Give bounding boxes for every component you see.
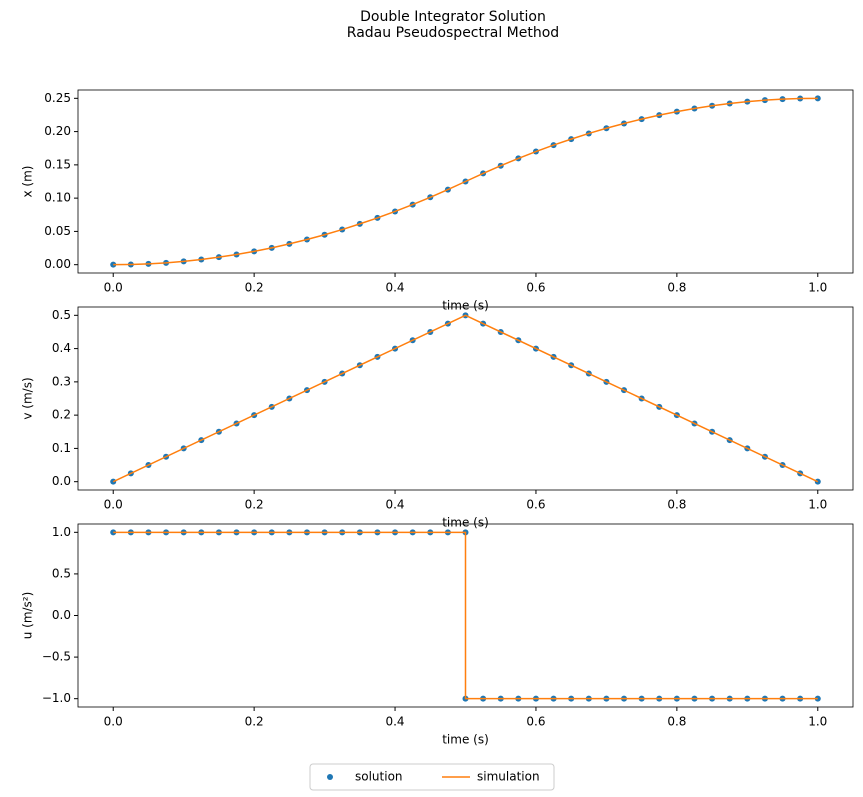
x-tick-label: 0.0 (104, 715, 123, 729)
x-tick-label: 0.0 (104, 281, 123, 295)
x-tick-label: 0.8 (667, 498, 686, 512)
y-tick-label: 0.10 (44, 191, 71, 205)
x-tick-label: 0.6 (526, 498, 545, 512)
x-tick-label: 0.6 (526, 715, 545, 729)
y-tick-label: 0.1 (52, 441, 71, 455)
y-tick-label: 0.5 (52, 566, 71, 580)
simulation-line (113, 531, 818, 700)
legend-box (309, 763, 555, 791)
y-axis-label: u (m/s²) (21, 592, 35, 640)
y-tick-label: 0.5 (52, 308, 71, 322)
x-axis-label: time (s) (442, 299, 489, 313)
x-tick-label: 1.0 (808, 715, 827, 729)
x-tick-label: 0.2 (245, 281, 264, 295)
y-tick-label: −0.5 (42, 650, 71, 664)
x-tick-label: 0.2 (245, 715, 264, 729)
x-tick-label: 0.2 (245, 498, 264, 512)
y-tick-label: 0.15 (44, 157, 71, 171)
y-tick-label: 0.0 (52, 608, 71, 622)
y-tick-label: 0.2 (52, 408, 71, 422)
y-tick-label: 0.00 (44, 257, 71, 271)
y-tick-label: 0.4 (52, 341, 71, 355)
y-tick-label: 0.25 (44, 91, 71, 105)
x-tick-label: 0.4 (385, 498, 404, 512)
y-tick-label: 0.20 (44, 124, 71, 138)
legend-label: solution (355, 770, 403, 784)
y-axis-label: v (m/s) (21, 377, 35, 419)
x-tick-label: 1.0 (808, 281, 827, 295)
x-tick-label: 0.8 (667, 281, 686, 295)
figure-subtitle: Radau Pseudospectral Method (347, 25, 559, 41)
figure-title: Double Integrator Solution (360, 9, 546, 25)
x-tick-label: 0.4 (385, 715, 404, 729)
legend: solution simulation (309, 763, 555, 791)
simulation-line (112, 314, 819, 483)
y-tick-label: 0.05 (44, 224, 71, 238)
x-axis-label: time (s) (442, 516, 489, 530)
x-tick-label: 0.4 (385, 281, 404, 295)
y-tick-label: 0.3 (52, 374, 71, 388)
simulation-line (113, 97, 818, 266)
axes-frame (77, 89, 854, 274)
x-axis-label: time (s) (442, 733, 489, 747)
y-tick-label: 1.0 (52, 525, 71, 539)
legend-marker (327, 774, 333, 780)
x-tick-label: 0.6 (526, 281, 545, 295)
y-axis-label: x (m) (21, 166, 35, 198)
y-tick-label: 0.0 (52, 474, 71, 488)
x-tick-label: 1.0 (808, 498, 827, 512)
axes-frame (77, 306, 854, 491)
x-tick-label: 0.8 (667, 715, 686, 729)
legend-label: simulation (477, 770, 540, 784)
y-tick-label: −1.0 (42, 691, 71, 705)
x-tick-label: 0.0 (104, 498, 123, 512)
